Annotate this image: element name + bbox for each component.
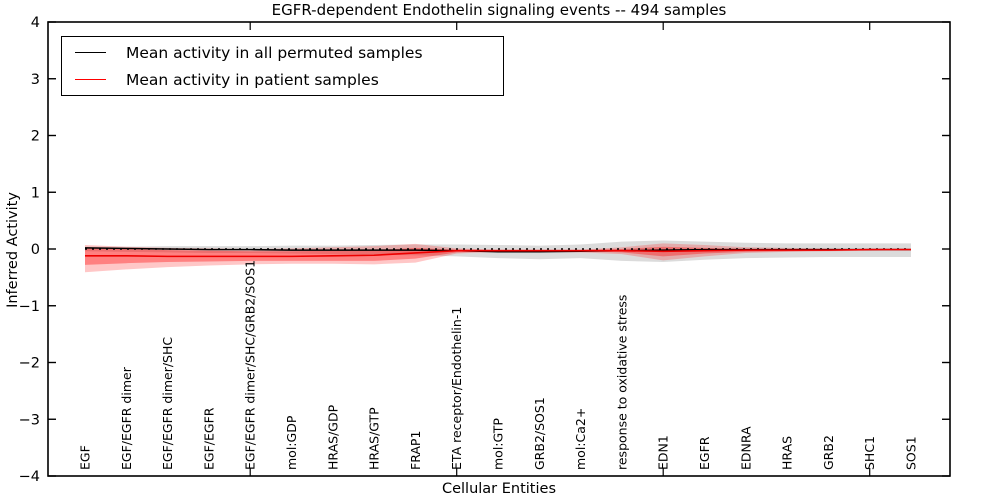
- x-category-label: HRAS/GDP: [325, 404, 340, 470]
- legend-entry-permuted: Mean activity in all permuted samples: [62, 39, 503, 66]
- x-category-label: EGF/EGFR: [201, 407, 216, 470]
- x-category-label: mol:Ca2+: [573, 408, 588, 470]
- x-category-label: response to oxidative stress: [614, 295, 629, 470]
- x-category-label: SOS1: [904, 436, 919, 470]
- y-tick-label: −3: [19, 412, 40, 428]
- legend-line-sample-black: [75, 52, 106, 53]
- x-category-label: EGF/EGFR dimer/SHC: [160, 337, 175, 470]
- y-tick-label: 0: [31, 242, 40, 258]
- chart-title: EGFR-dependent Endothelin signaling even…: [271, 1, 727, 19]
- series-line-patient: [85, 248, 911, 258]
- x-category-label: GRB2: [821, 435, 836, 470]
- x-category-label: EDNRA: [738, 426, 753, 470]
- x-category-label: HRAS/GTP: [367, 407, 382, 470]
- x-category-label: EGFR: [697, 436, 712, 470]
- x-category-label: GRB2/SOS1: [532, 397, 547, 470]
- x-category-label: ETA receptor/Endothelin-1: [449, 307, 464, 470]
- y-tick-label: −4: [19, 469, 40, 485]
- x-category-label: EDN1: [656, 435, 671, 470]
- x-axis-label: Cellular Entities: [441, 481, 557, 497]
- y-tick-label: 4: [31, 15, 40, 31]
- legend-line-sample-red: [75, 79, 106, 80]
- y-tick-label: −1: [19, 299, 40, 315]
- x-category-label: mol:GTP: [491, 418, 506, 470]
- y-tick-label: 2: [31, 129, 40, 145]
- x-category-label: SHC1: [862, 436, 877, 470]
- legend-label-permuted: Mean activity in all permuted samples: [126, 43, 423, 62]
- x-category-label: EGF/EGFR dimer: [119, 366, 134, 470]
- y-tick-label: 3: [31, 72, 40, 88]
- x-category-label: FRAP1: [408, 431, 423, 470]
- y-tick-label: −2: [19, 356, 40, 372]
- legend-entry-patient: Mean activity in patient samples: [62, 66, 503, 93]
- y-tick-label: 1: [31, 185, 40, 201]
- legend: Mean activity in all permuted samples Me…: [61, 36, 504, 96]
- legend-label-patient: Mean activity in patient samples: [126, 70, 379, 89]
- x-category-label: mol:GDP: [284, 415, 299, 470]
- x-category-label: EGF/EGFR dimer/SHC/GRB2/SOS1: [243, 260, 258, 470]
- x-category-label: HRAS: [780, 436, 795, 470]
- x-category-label: EGF: [78, 445, 93, 470]
- y-axis-label: Inferred Activity: [5, 192, 21, 308]
